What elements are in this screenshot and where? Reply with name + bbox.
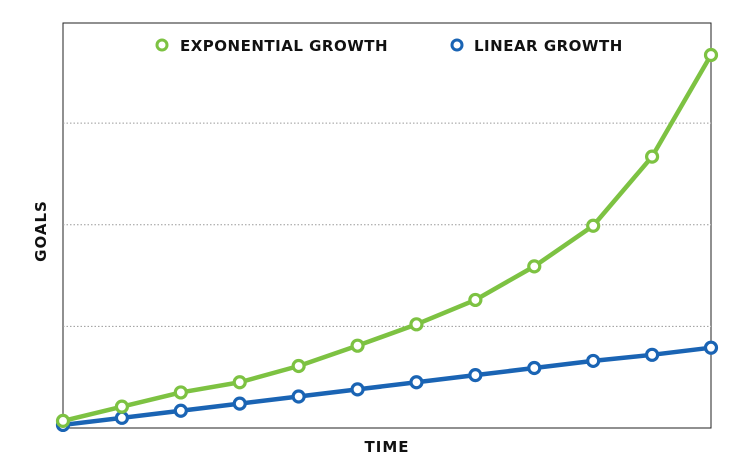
exponential-data-point bbox=[55, 413, 71, 428]
linear-data-point bbox=[468, 368, 483, 383]
legend-label-exponential: EXPONENTIAL GROWTH bbox=[180, 37, 388, 55]
exponential-data-point bbox=[644, 149, 660, 164]
legend-label-linear: LINEAR GROWTH bbox=[474, 37, 623, 55]
linear-data-point bbox=[291, 389, 306, 404]
legend-marker-linear bbox=[450, 38, 464, 52]
linear-data-point bbox=[173, 403, 188, 418]
exponential-data-point bbox=[468, 292, 483, 308]
y-axis-title: GOALS bbox=[32, 200, 50, 262]
linear-data-point bbox=[409, 375, 424, 390]
exponential-data-point bbox=[173, 385, 188, 400]
legend: EXPONENTIAL GROWTH LINEAR GROWTH bbox=[155, 37, 623, 55]
exponential-data-point bbox=[291, 358, 306, 374]
linear-data-point bbox=[644, 347, 660, 362]
linear-data-point bbox=[232, 396, 247, 411]
linear-data-point bbox=[703, 340, 719, 355]
exponential-data-point bbox=[527, 259, 542, 274]
exponential-data-point bbox=[114, 399, 130, 414]
exponential-data-point bbox=[586, 218, 601, 233]
legend-marker-exponential bbox=[155, 38, 169, 52]
linear-growth-line bbox=[62, 345, 712, 428]
plot-frame bbox=[62, 22, 712, 429]
series-lines bbox=[62, 53, 713, 428]
exponential-data-point bbox=[409, 317, 424, 332]
gridlines bbox=[63, 122, 711, 327]
series-markers bbox=[55, 47, 719, 433]
linear-data-point bbox=[586, 353, 601, 369]
exponential-data-point bbox=[232, 375, 247, 390]
exponential-data-point bbox=[350, 338, 365, 353]
exponential-growth-line bbox=[62, 53, 713, 424]
x-axis-title: TIME bbox=[365, 438, 410, 456]
linear-data-point bbox=[527, 360, 542, 376]
linear-data-point bbox=[114, 410, 130, 425]
linear-data-point bbox=[350, 382, 365, 397]
exponential-data-point bbox=[703, 47, 719, 63]
